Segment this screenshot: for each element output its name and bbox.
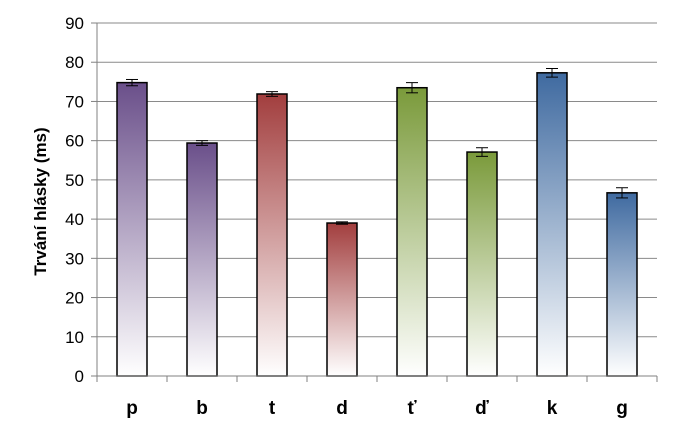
y-tick-label: 50 [65,171,84,190]
bar-b [186,142,218,377]
y-tick-label: 20 [65,289,84,308]
x-label-b: b [196,398,208,419]
bars [116,72,638,377]
x-label-k: k [547,398,558,419]
x-label-ť: ť [407,398,417,419]
y-tick-label: 10 [65,328,84,347]
bar-g [606,192,638,377]
y-tick-label: 30 [65,249,84,268]
error-bar-ť [406,82,418,94]
bar-ď [466,151,498,377]
error-bar-p [126,78,138,87]
y-tick-label: 0 [75,367,84,386]
gridlines [97,22,657,338]
bar-k [536,72,568,377]
error-bar-g [616,187,628,199]
bar-t [256,93,288,377]
y-tick-label: 80 [65,53,84,72]
y-axis-ticks: 0 10 20 30 40 50 60 70 80 90 [65,14,97,386]
y-tick-label: 90 [65,14,84,33]
error-bars [126,67,628,225]
y-tick-label: 60 [65,132,84,151]
x-label-g: g [616,398,628,419]
bar-ť [396,86,428,377]
y-tick-label: 40 [65,210,84,229]
bar-d [326,222,358,377]
x-label-ď: ď [475,398,489,419]
y-axis-title: Trvání hlásky (ms) [31,127,50,275]
x-label-p: p [126,398,138,419]
error-bar-ď [476,147,488,157]
y-tick-label: 70 [65,92,84,111]
x-label-t: t [269,398,276,419]
error-bar-k [546,67,558,78]
bar-p [116,81,148,377]
error-bar-d [336,221,348,225]
error-bar-b [196,140,208,146]
x-label-d: d [336,398,348,419]
error-bar-t [266,91,278,97]
